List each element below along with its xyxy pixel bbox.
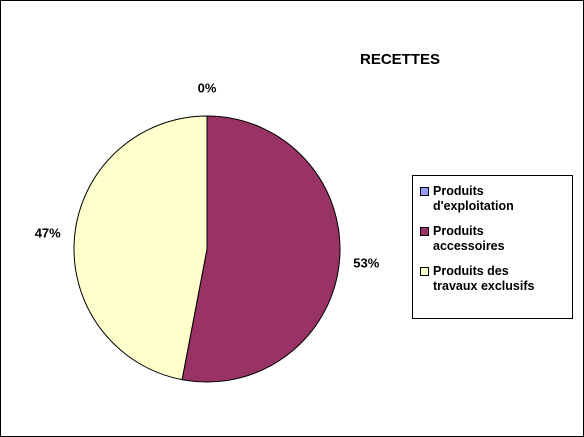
chart-title: RECETTES [360,51,440,68]
legend-swatch [420,227,429,236]
legend-swatch [420,267,429,276]
legend-label: Produits d'exploitation [433,184,514,213]
pie-slice [181,115,341,383]
legend-item: Produits accessoires [420,224,572,254]
legend-item: Produits des travaux exclusifs [420,264,572,294]
data-label: 53% [353,255,379,270]
legend-label: Produits des travaux exclusifs [433,264,535,293]
legend: Produits d'exploitation Produits accessoi… [412,175,573,319]
legend-swatch [420,187,429,196]
data-label: 47% [35,225,61,240]
data-label: 0% [198,80,217,95]
legend-label: Produits accessoires [433,224,505,253]
legend-item: Produits d'exploitation [420,184,572,214]
pie-slice [73,115,208,381]
